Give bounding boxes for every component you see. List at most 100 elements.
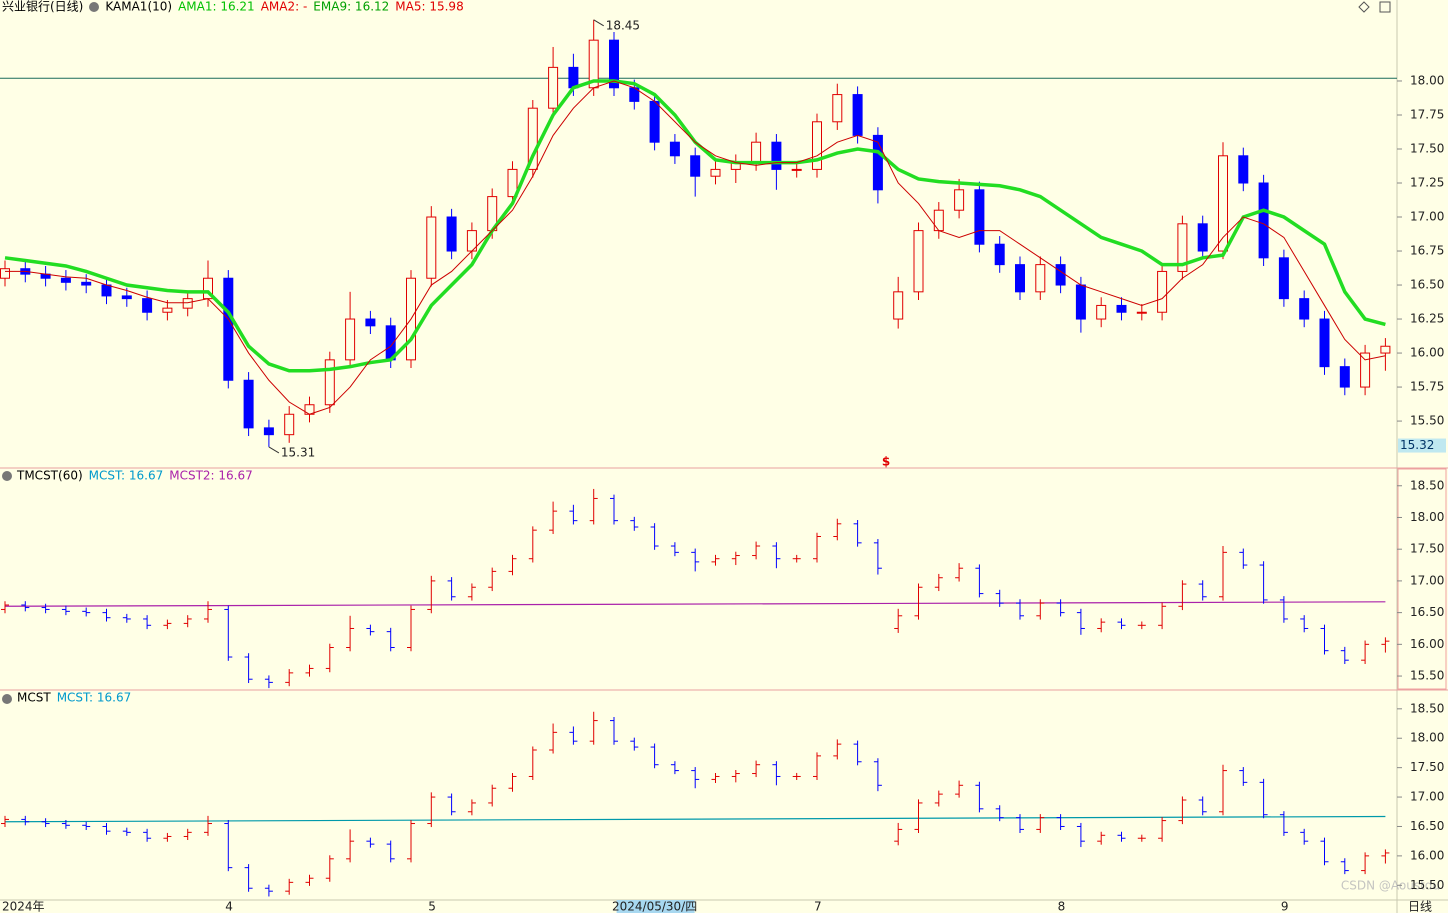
candle-body — [791, 168, 802, 171]
candle-body — [60, 277, 71, 283]
candle-body — [1055, 264, 1066, 286]
candle-body — [1380, 345, 1391, 354]
legend-entry: MCST: 16.67 — [57, 691, 132, 705]
y-tick-label: 15.50 — [1410, 414, 1444, 428]
candle-body — [974, 189, 985, 245]
candle-body — [223, 277, 234, 381]
y-tick-label: 16.50 — [1410, 819, 1444, 833]
candle-body — [1157, 270, 1168, 313]
y-tick-label: 15.50 — [1410, 878, 1444, 892]
candle-body — [324, 359, 335, 406]
event-marker: $ — [882, 455, 890, 469]
candle-body — [751, 141, 762, 164]
low-label: 15.31 — [281, 445, 315, 459]
watermark: CSDN @Aoustdu — [1341, 879, 1440, 893]
candle-body — [142, 298, 153, 313]
legend-entry: MCST: 16.67 — [89, 469, 164, 483]
panel-title: 兴业银行(日线) — [2, 0, 83, 14]
y-tick-label: 17.75 — [1410, 107, 1444, 121]
candle-body — [1258, 182, 1269, 259]
candle-body — [649, 100, 660, 143]
candle-body — [243, 379, 254, 429]
menu-icon[interactable] — [2, 694, 12, 704]
candle-body — [507, 168, 518, 198]
y-tick-label: 18.00 — [1410, 510, 1444, 524]
candle-body — [710, 168, 721, 177]
candle-body — [812, 121, 822, 170]
candle-body — [832, 94, 843, 123]
y-tick-label: 17.50 — [1410, 141, 1444, 155]
candle-body — [1339, 366, 1350, 388]
candle-body — [852, 94, 863, 136]
y-tick-label: 16.00 — [1410, 346, 1444, 360]
candle-body — [994, 243, 1005, 266]
candle-body — [527, 107, 538, 170]
y-tick-label: 18.00 — [1410, 731, 1444, 745]
candle-body — [568, 66, 579, 89]
candle-body — [548, 66, 559, 109]
x-tick-label: 4 — [225, 900, 233, 913]
axis-box — [1397, 468, 1447, 690]
y-tick-label: 15.75 — [1410, 380, 1444, 394]
candle-body — [1075, 284, 1086, 320]
candle-body — [893, 291, 904, 320]
panel-title: TMCST(60) — [16, 469, 83, 483]
price-tag: 15.32 — [1400, 438, 1434, 452]
y-tick-label: 18.50 — [1410, 478, 1444, 492]
x-tick-label: 9 — [1281, 900, 1289, 913]
y-tick-label: 17.50 — [1410, 542, 1444, 556]
candle-body — [1299, 298, 1310, 320]
diamond-icon[interactable] — [1358, 1, 1370, 13]
candle-body — [690, 155, 701, 177]
candle-body — [162, 307, 173, 313]
candle-body — [1035, 264, 1046, 293]
x-tick-label: 2024年 — [2, 900, 45, 913]
candle-body — [1197, 223, 1208, 252]
menu-icon[interactable] — [89, 2, 99, 12]
candle-body — [263, 427, 274, 436]
y-tick-label: 17.25 — [1410, 176, 1444, 190]
candle-body — [121, 295, 132, 300]
candle-body — [1360, 352, 1371, 388]
candle-body — [1015, 264, 1025, 293]
candle-body — [0, 268, 10, 279]
y-tick-label: 15.50 — [1410, 669, 1444, 683]
y-tick-label: 16.50 — [1410, 605, 1444, 619]
candle-body — [1238, 155, 1249, 184]
candle-body — [771, 141, 782, 170]
candle-body — [1218, 155, 1228, 252]
legend-entry: EMA9: 16.12 — [313, 0, 389, 14]
candle-body — [365, 318, 376, 327]
date-highlight — [616, 900, 695, 913]
candle-body — [913, 230, 924, 293]
candle-body — [669, 141, 680, 157]
window-icon[interactable] — [1379, 1, 1391, 13]
period-label: 日线 — [1408, 900, 1432, 913]
candle-body — [81, 281, 92, 286]
menu-icon[interactable] — [2, 471, 12, 481]
mcst-line — [4, 601, 1386, 607]
candle-body — [872, 134, 883, 191]
legend-entry: AMA2: - — [261, 0, 308, 14]
legend-entry: MCST2: 16.67 — [169, 469, 253, 483]
y-tick-label: 16.25 — [1410, 312, 1444, 326]
candle-body — [954, 189, 965, 211]
candle-body — [1177, 223, 1188, 272]
y-tick-label: 16.75 — [1410, 244, 1444, 258]
y-tick-label: 17.00 — [1410, 573, 1444, 587]
y-tick-label: 18.50 — [1410, 701, 1444, 715]
y-tick-label: 16.00 — [1410, 848, 1444, 862]
candle-body — [1136, 311, 1147, 314]
y-tick-label: 17.00 — [1410, 210, 1444, 224]
x-tick-label: 5 — [428, 900, 436, 913]
mcst-line — [4, 815, 1386, 823]
y-tick-label: 16.00 — [1410, 637, 1444, 651]
legend-entry: AMA1: 16.21 — [178, 0, 255, 14]
candle-body — [1319, 318, 1330, 368]
candle-body — [345, 318, 356, 361]
price-tag-bg — [1398, 438, 1446, 453]
y-tick-label: 17.00 — [1410, 790, 1444, 804]
